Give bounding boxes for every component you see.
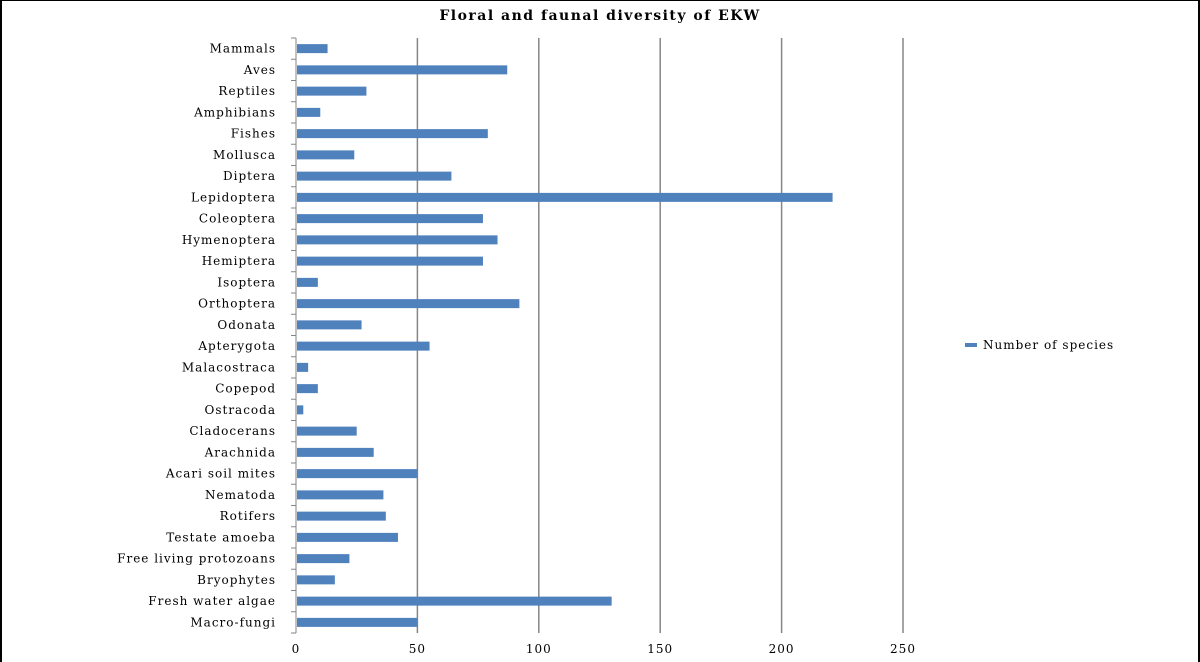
bar: [297, 447, 374, 457]
category-label: Hymenoptera: [182, 233, 276, 247]
category-label: Apterygota: [197, 339, 276, 353]
category-label: Lepidoptera: [191, 190, 276, 204]
legend-label: Number of species: [983, 338, 1115, 352]
category-label: Cladocerans: [189, 424, 276, 438]
bar: [297, 490, 384, 500]
bar: [297, 596, 612, 606]
chart-title: Floral and faunal diversity of EKW: [439, 8, 761, 24]
bar: [297, 384, 318, 394]
bar: [297, 129, 488, 139]
category-label: Hemiptera: [202, 254, 276, 268]
category-label: Malacostraca: [182, 360, 276, 374]
category-label: Mammals: [210, 42, 276, 56]
bar: [297, 511, 386, 521]
category-label: Acari soil mites: [165, 467, 276, 481]
bar: [297, 617, 418, 627]
category-label: Macro-fungi: [190, 615, 276, 629]
category-label: Fishes: [231, 127, 276, 141]
bar: [297, 86, 367, 96]
x-tick-label: 250: [890, 642, 916, 656]
bar: [297, 277, 318, 287]
category-label: Arachnida: [204, 445, 276, 459]
bar: [297, 214, 483, 224]
category-label: Odonata: [217, 318, 276, 332]
bar: [297, 362, 309, 372]
bar: [297, 469, 418, 479]
bar: [297, 405, 304, 415]
bar: [297, 532, 398, 542]
category-label: Mollusca: [213, 148, 276, 162]
category-label: Diptera: [223, 169, 276, 183]
x-tick-label: 50: [409, 642, 426, 656]
bar: [297, 320, 362, 330]
bar: [297, 299, 520, 309]
bar: [297, 235, 498, 245]
category-label: Free living protozoans: [117, 552, 276, 566]
bar: [297, 171, 452, 181]
category-label: Aves: [243, 63, 276, 77]
category-label: Ostracoda: [205, 403, 277, 417]
legend: Number of species: [965, 338, 1114, 352]
category-label: Orthoptera: [198, 297, 276, 311]
bar: [297, 256, 483, 266]
category-label: Amphibians: [193, 105, 276, 119]
bar: [297, 575, 335, 585]
category-label: Reptiles: [218, 84, 276, 98]
category-label: Fresh water algae: [148, 594, 276, 608]
bar: [297, 192, 833, 202]
category-label: Bryophytes: [197, 573, 276, 587]
bar: [297, 426, 357, 436]
bar: [297, 554, 350, 564]
x-tick-label: 150: [647, 642, 673, 656]
bar: [297, 150, 355, 160]
category-label: Rotifers: [220, 509, 276, 523]
bar: [297, 341, 430, 351]
bar: [297, 65, 508, 75]
x-tick-label: 100: [526, 642, 552, 656]
category-label: Copepod: [215, 382, 276, 396]
x-tick-label: 200: [769, 642, 795, 656]
category-label: Nematoda: [205, 488, 276, 502]
bar: [297, 44, 328, 54]
legend-swatch: [965, 343, 977, 347]
category-label: Coleoptera: [199, 212, 276, 226]
x-tick-label: 0: [292, 642, 301, 656]
bar: [297, 107, 321, 117]
category-label: Testate amoeba: [166, 530, 276, 544]
category-label: Isoptera: [217, 275, 276, 289]
